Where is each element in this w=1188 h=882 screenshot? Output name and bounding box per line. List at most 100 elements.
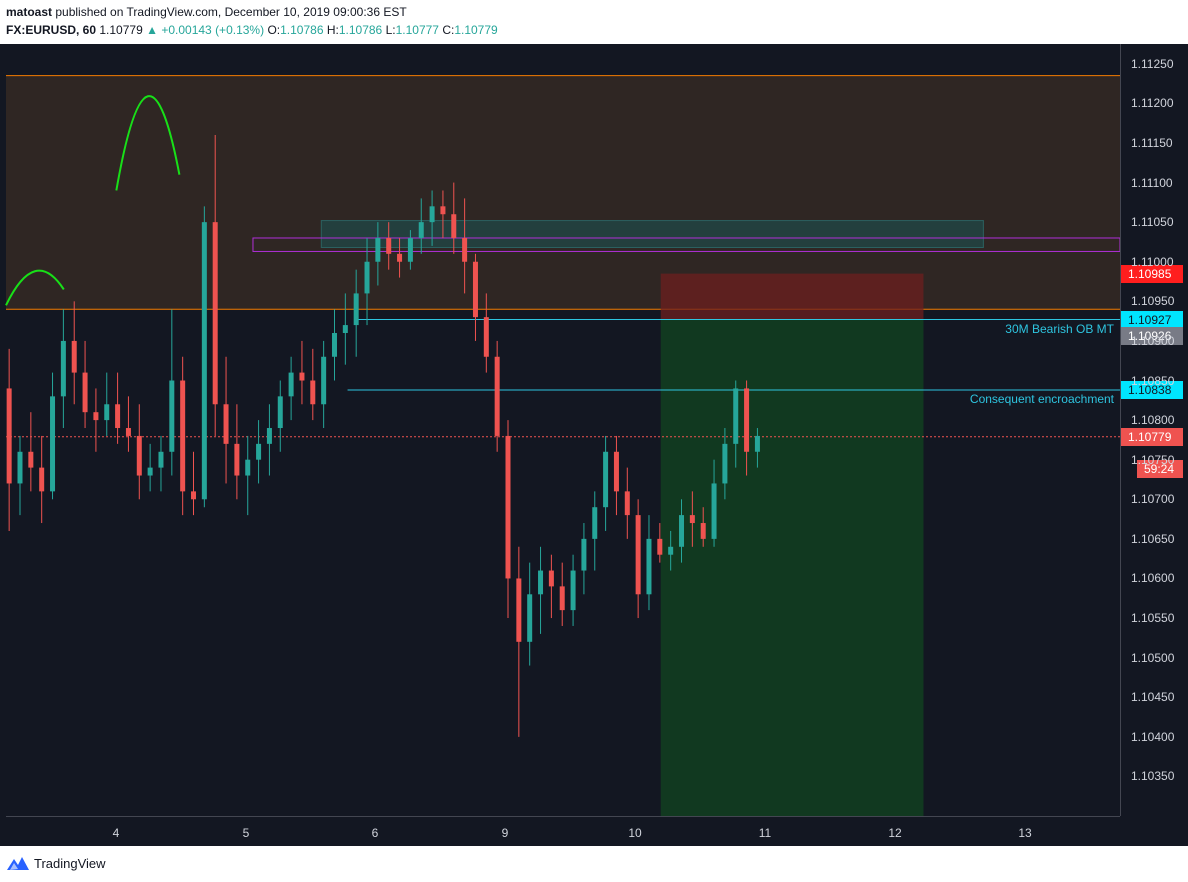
price-tick-label: 1.11050	[1131, 215, 1174, 230]
candle-body	[245, 459, 251, 476]
candle-body	[592, 507, 598, 539]
symbol-label[interactable]: FX:EURUSD, 60	[6, 23, 97, 37]
candle-body	[169, 380, 175, 452]
candle-body	[613, 451, 619, 492]
price-tick-label: 1.10650	[1131, 531, 1175, 546]
mid-price-badge: 1.10926	[1121, 327, 1183, 346]
candle-body	[71, 340, 77, 373]
chart-footer: TradingView	[0, 846, 1188, 882]
candle-body	[407, 237, 413, 262]
candle-body	[689, 515, 695, 524]
candle-body	[505, 435, 511, 579]
price-tick-label: 1.10800	[1131, 413, 1175, 428]
price-tick-label: 1.11250	[1131, 56, 1174, 71]
time-tick-label: 12	[888, 826, 902, 840]
candle-body	[754, 435, 760, 452]
candle-body	[548, 570, 554, 587]
tradingview-brand[interactable]: TradingView	[34, 856, 106, 871]
candle-body	[353, 293, 359, 326]
time-tick-label: 11	[758, 826, 772, 840]
stop-price-badge: 1.10985	[1121, 264, 1183, 283]
candle-body	[201, 222, 207, 500]
candle-body	[136, 435, 142, 476]
time-axis[interactable]: 4 5 6 9 10 11 12 13	[6, 816, 1120, 847]
candle-body	[104, 404, 110, 421]
candle-body	[50, 396, 56, 492]
time-tick-label: 5	[242, 826, 250, 840]
low-value: 1.10777	[395, 23, 439, 37]
price-tick-label: 1.10750	[1131, 452, 1175, 467]
candle-body	[494, 356, 500, 436]
ob-price-badge: 1.10927	[1121, 310, 1183, 329]
candle-body	[266, 428, 272, 444]
candle-body	[158, 451, 164, 468]
ohlc-legend: FX:EURUSD, 60 1.10779 ▲ +0.00143 (+0.13%…	[6, 23, 498, 37]
author-name[interactable]: matoast	[6, 5, 53, 19]
price-tick-label: 1.11200	[1131, 96, 1174, 111]
candle-body	[212, 222, 218, 405]
candle-body	[234, 443, 240, 476]
high-label: H:	[326, 23, 339, 37]
price-tick-label: 1.10700	[1131, 492, 1175, 507]
price-tick-label: 1.11150	[1131, 135, 1173, 150]
candle-body	[624, 491, 630, 516]
price-tick-label: 1.10400	[1131, 729, 1175, 744]
reward-zone	[660, 319, 924, 816]
high-value: 1.10786	[338, 23, 383, 37]
candle-body	[472, 261, 478, 318]
price-tick-label: 1.10550	[1131, 611, 1175, 626]
time-tick-label: 10	[628, 826, 642, 840]
candle-body	[6, 388, 12, 484]
candle-body	[440, 206, 446, 215]
candle-body	[223, 404, 229, 444]
time-tick-label: 9	[501, 826, 509, 840]
price-tick-label: 1.10900	[1131, 333, 1175, 348]
open-value: 1.10786	[280, 23, 324, 37]
candle-body	[733, 388, 739, 444]
bar-countdown-badge: 59:24	[1137, 460, 1183, 479]
price-tick-label: 1.11100	[1131, 175, 1173, 190]
risk-zone	[660, 273, 924, 320]
candle-body	[570, 570, 576, 611]
price-tick-label: 1.11000	[1131, 254, 1174, 269]
time-tick-label: 6	[371, 826, 379, 840]
candle-body	[115, 404, 121, 429]
close-label: C:	[442, 23, 455, 37]
price-tick-label: 1.10450	[1131, 690, 1175, 705]
candle-body	[375, 237, 381, 262]
candle-body	[418, 222, 424, 238]
candle-body	[646, 538, 652, 595]
candle-body	[310, 380, 316, 405]
last-price: 1.10779	[99, 23, 143, 37]
price-tick-label: 1.10950	[1131, 294, 1175, 309]
candle-body	[559, 586, 565, 611]
candle-body	[288, 372, 294, 397]
candle-body	[700, 523, 706, 539]
candle-body	[93, 412, 99, 421]
candle-body	[538, 570, 544, 595]
candle-body	[364, 261, 370, 294]
ce-annotation[interactable]: Consequent encroachment	[969, 392, 1114, 406]
low-label: L:	[385, 23, 396, 37]
candle-body	[679, 515, 685, 547]
time-tick-label: 4	[112, 826, 120, 840]
candle-body	[82, 372, 88, 413]
time-tick-label: 13	[1018, 826, 1032, 840]
candle-body	[397, 253, 403, 262]
candle-body	[668, 546, 674, 555]
candle-body	[581, 538, 587, 571]
candle-body	[321, 356, 327, 405]
pivot-marker-right	[115, 95, 181, 191]
ob-annotation[interactable]: 30M Bearish OB MT	[1005, 321, 1114, 336]
pivot-marker-left	[5, 269, 65, 306]
candle-body	[386, 237, 392, 254]
candle-body	[28, 451, 34, 468]
candle-body	[722, 443, 728, 484]
candle-body	[39, 467, 45, 492]
price-tick-label: 1.10350	[1131, 769, 1175, 784]
price-axis[interactable]: 1.10985 1.10927 1.10926 1.10838 1.10779 …	[1120, 44, 1188, 816]
candle-body	[635, 515, 641, 595]
candle-body	[299, 372, 305, 381]
price-chart[interactable]	[0, 44, 1120, 816]
candle-body	[180, 380, 186, 492]
